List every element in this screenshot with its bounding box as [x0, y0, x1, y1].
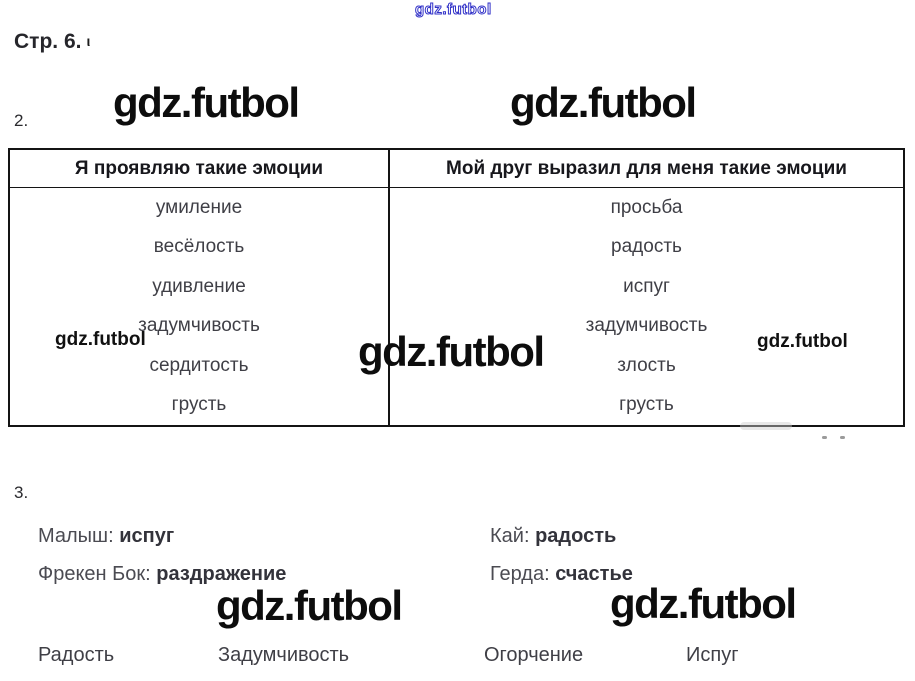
watermark-small-left: gdz.futbol	[55, 329, 146, 350]
table-header-row: Я проявляю такие эмоции Мой друг выразил…	[10, 150, 903, 188]
character-emotion-pair: Малыш: испуг	[38, 525, 174, 547]
table-cell: испуг	[623, 275, 670, 297]
table-cell: просьба	[610, 196, 683, 218]
table-cell: весёлость	[153, 236, 245, 258]
page-title: Стр. 6. ι	[14, 30, 90, 53]
emotion-option: Испуг	[686, 644, 739, 666]
character-emotion: испуг	[119, 525, 175, 547]
table-cell: злость	[617, 354, 676, 376]
emotion-option: Задумчивость	[218, 644, 350, 666]
character-emotion-pair: Кай: радость	[490, 525, 616, 547]
page-title-text: Стр. 6.	[14, 30, 82, 53]
page-title-artifact: ι	[86, 33, 91, 49]
table-cell: сердитость	[149, 354, 249, 376]
table-cell: грусть	[171, 394, 227, 416]
table-column-left: умиление весёлость удивление задумчивост…	[10, 188, 390, 425]
task3-label: 3.	[14, 483, 29, 502]
table-column-right: просьба радость испуг задумчивость злост…	[390, 188, 903, 425]
dot-artifact	[822, 436, 827, 439]
table-cell: радость	[611, 236, 682, 258]
watermark-small-right: gdz.futbol	[757, 331, 848, 352]
character-name: Фрекен Бок:	[38, 563, 151, 585]
emotion-option: Огорчение	[484, 644, 584, 666]
task2-label: 2.	[14, 111, 29, 130]
character-name: Кай:	[490, 525, 530, 547]
watermark-large-1: gdz.futbol	[113, 79, 300, 126]
character-emotion-pair: Герда: счастье	[490, 563, 633, 585]
table-body: умиление весёлость удивление задумчивост…	[10, 188, 903, 425]
table-header-left: Я проявляю такие эмоции	[10, 150, 390, 187]
watermark-large-5: gdz.futbol	[610, 580, 797, 627]
watermark-large-4: gdz.futbol	[216, 582, 403, 629]
character-emotion: радость	[535, 525, 617, 547]
table-cell: удивление	[152, 275, 246, 297]
dot-artifact	[840, 436, 845, 439]
watermark-large-3: gdz.futbol	[358, 328, 545, 375]
character-emotion-pair: Фрекен Бок: раздражение	[38, 563, 286, 585]
table-header-right: Мой друг выразил для меня такие эмоции	[446, 157, 847, 179]
table-cell: умиление	[155, 196, 243, 218]
watermark-top-blue: gdz.futbol	[415, 1, 492, 18]
character-name: Герда:	[490, 563, 550, 585]
character-emotion: раздражение	[156, 563, 287, 585]
emotions-table: Я проявляю такие эмоции Мой друг выразил…	[8, 148, 905, 427]
watermark-large-2: gdz.futbol	[510, 79, 697, 126]
table-cell: грусть	[619, 394, 674, 416]
erased-smudge-artifact	[740, 422, 792, 430]
table-cell: задумчивость	[138, 315, 260, 337]
emotion-option: Радость	[38, 644, 115, 666]
table-cell: задумчивость	[585, 315, 708, 337]
character-emotion: счастье	[555, 563, 633, 585]
character-name: Малыш:	[38, 525, 114, 547]
